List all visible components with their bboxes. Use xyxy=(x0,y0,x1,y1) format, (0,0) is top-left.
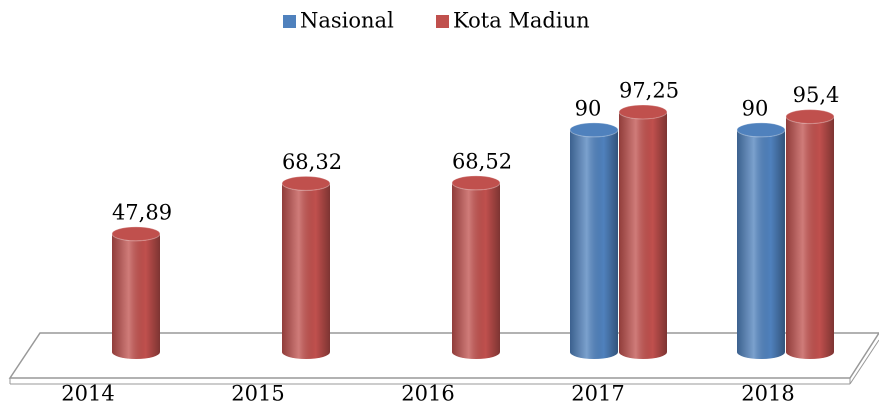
floor-edge xyxy=(849,339,879,385)
data-label: 47,89 xyxy=(112,200,172,224)
data-label: 68,32 xyxy=(282,150,342,174)
bar-top xyxy=(111,226,161,242)
bar-shade xyxy=(619,112,667,359)
bar-top xyxy=(736,122,786,138)
x-tick-label: 2015 xyxy=(231,382,284,406)
bar-top xyxy=(451,175,501,191)
data-label: 68,52 xyxy=(452,149,512,173)
bar-shade xyxy=(282,183,330,359)
bar-shade xyxy=(452,182,500,359)
bar-top xyxy=(281,175,331,191)
x-tick-label: 2016 xyxy=(401,382,454,406)
bar-top xyxy=(618,104,668,120)
x-tick-label: 2014 xyxy=(61,382,114,406)
bar-shade xyxy=(786,116,834,359)
legend-swatch xyxy=(283,15,296,28)
x-tick-label: 2018 xyxy=(741,382,794,406)
bar-shade xyxy=(737,129,785,359)
data-label: 90 xyxy=(742,96,769,120)
data-label: 97,25 xyxy=(619,79,679,103)
bar-shade xyxy=(570,129,618,359)
legend-swatch xyxy=(436,15,449,28)
data-label: 90 xyxy=(575,96,602,120)
bar-top xyxy=(569,122,619,138)
x-tick-label: 2017 xyxy=(571,382,624,406)
legend-label: Kota Madiun xyxy=(453,9,590,33)
bar-shade xyxy=(112,233,160,359)
legend-label: Nasional xyxy=(300,9,394,33)
bar-top xyxy=(785,109,835,125)
data-label: 95,4 xyxy=(793,83,840,107)
